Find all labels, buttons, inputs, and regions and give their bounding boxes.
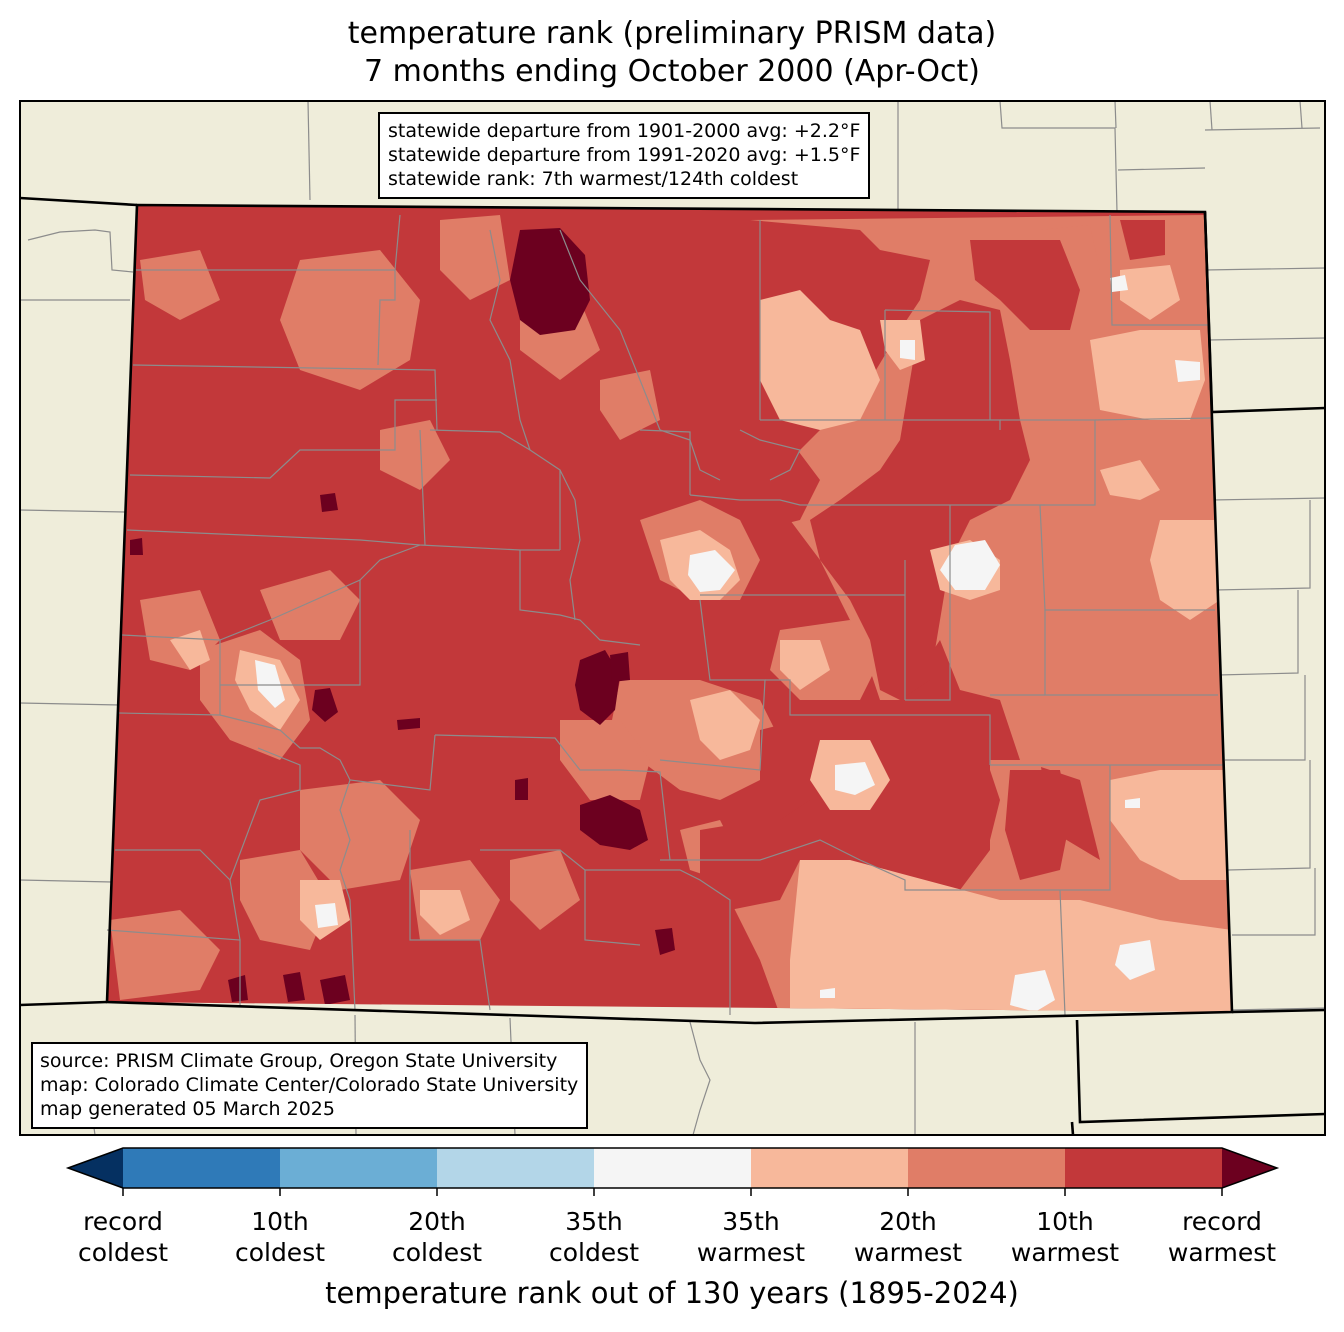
colorbar-segment-10th-coldest <box>123 1148 280 1188</box>
state-borders <box>20 196 1325 1135</box>
colorbar-tick-label: record warmest <box>1167 1207 1277 1267</box>
colorado-county-lines <box>106 214 1225 1016</box>
colorbar-extend-warm-arrow <box>1222 1148 1277 1188</box>
map-frame <box>19 100 1326 1136</box>
colorbar <box>65 1147 1280 1196</box>
colorbar-tick-label: 35th coldest <box>548 1207 640 1267</box>
colorbar-segment-near-normal <box>594 1148 751 1188</box>
colorbar-segment-10th-warmest <box>1065 1148 1222 1188</box>
colorbar-tick-label: 20th coldest <box>391 1207 483 1267</box>
source-map-credit: map: Colorado Climate Center/Colorado St… <box>40 1074 579 1096</box>
stats-statewide-rank: statewide rank: 7th warmest/124th coldes… <box>388 168 799 190</box>
colorbar-segment-20th-coldest <box>280 1148 437 1188</box>
colorbar-tick-label: record coldest <box>77 1207 169 1267</box>
map-title-line2: 7 months ending October 2000 (Apr-Oct) <box>364 54 980 89</box>
map-title-line1: temperature rank (preliminary PRISM data… <box>347 16 997 51</box>
statewide-stats-box: statewide departure from 1901-2000 avg: … <box>378 112 871 199</box>
colorbar-tick-label: 20th warmest <box>853 1207 963 1267</box>
source-generated-date: map generated 05 March 2025 <box>40 1098 335 1120</box>
colorbar-extend-cold-arrow <box>68 1148 123 1188</box>
colorbar-axis-label: temperature rank out of 130 years (1895-… <box>325 1276 1019 1310</box>
colorbar-tick-label: 10th warmest <box>1010 1207 1120 1267</box>
stats-departure-1991-2020: statewide departure from 1991-2020 avg: … <box>388 144 861 166</box>
source-prism: source: PRISM Climate Group, Oregon Stat… <box>40 1050 558 1072</box>
colorbar-ticks <box>122 1188 1223 1196</box>
colorbar-segment-35th-warmest <box>751 1148 908 1188</box>
source-box: source: PRISM Climate Group, Oregon Stat… <box>31 1042 589 1129</box>
stats-departure-1901-2000: statewide departure from 1901-2000 avg: … <box>388 120 861 142</box>
colorbar-tick-label: 35th warmest <box>696 1207 806 1267</box>
colorbar-tick-label: 10th coldest <box>234 1207 326 1267</box>
colorbar-segment-35th-coldest <box>437 1148 594 1188</box>
colorbar-segment-20th-warmest <box>908 1148 1065 1188</box>
